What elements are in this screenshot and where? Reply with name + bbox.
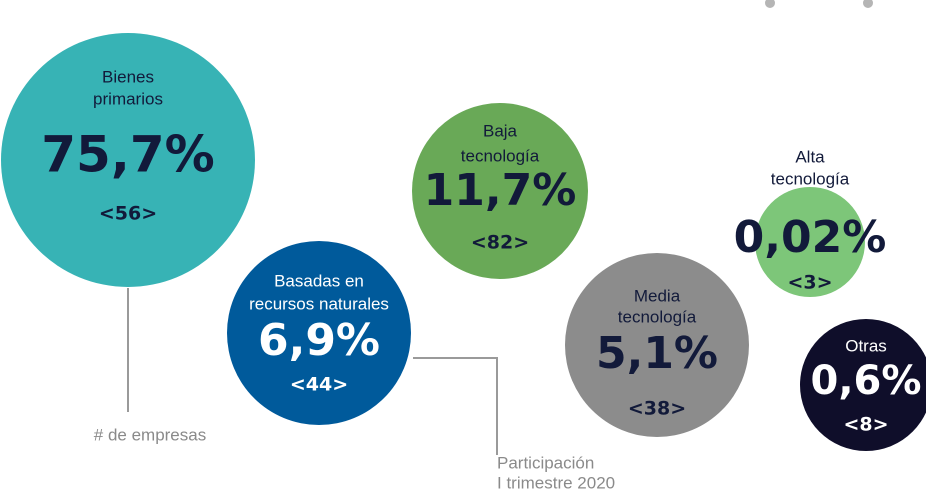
bubble-label: tecnología [461,146,540,165]
bubble-count: <82> [471,232,529,254]
count-note: # de empresas [94,425,206,444]
bubble-share: 5,1% [596,328,718,379]
bubble-label: Media [634,286,681,305]
bubble-label: Bienes [102,67,154,86]
share-leader [413,357,498,455]
bubble-count: <38> [628,398,686,420]
bubble-count: <8> [843,414,888,436]
bubble [227,241,411,425]
bubble [565,253,749,437]
bubble-count: <56> [99,203,157,225]
bubble-label: Baja [483,121,518,140]
bubble-share: 11,7% [424,165,577,216]
bubble [755,187,865,297]
bubble-share: 0,6% [811,358,922,404]
share-note: I trimestre 2020 [497,473,615,492]
decor-dot [863,0,873,8]
bubble-label: Basadas en [274,271,364,290]
bubble-share: 0,02% [734,212,887,263]
bubble-label: recursos naturales [249,294,389,313]
bubble-label: primarios [93,89,163,108]
bubble-count: <44> [290,374,348,396]
bubble [800,319,926,451]
bubble-label: tecnología [771,169,850,188]
decor-dot [765,0,775,8]
bubble-label: Alta [795,147,825,166]
bubble-label: Otras [845,336,887,355]
share-note: Participación [497,453,594,472]
bubble [1,33,255,287]
bubble-share: 75,7% [41,126,214,184]
bubble-share: 6,9% [258,315,380,366]
bubble-count: <3> [787,272,832,294]
bubble [412,103,588,279]
bubble-label: tecnología [618,307,697,326]
